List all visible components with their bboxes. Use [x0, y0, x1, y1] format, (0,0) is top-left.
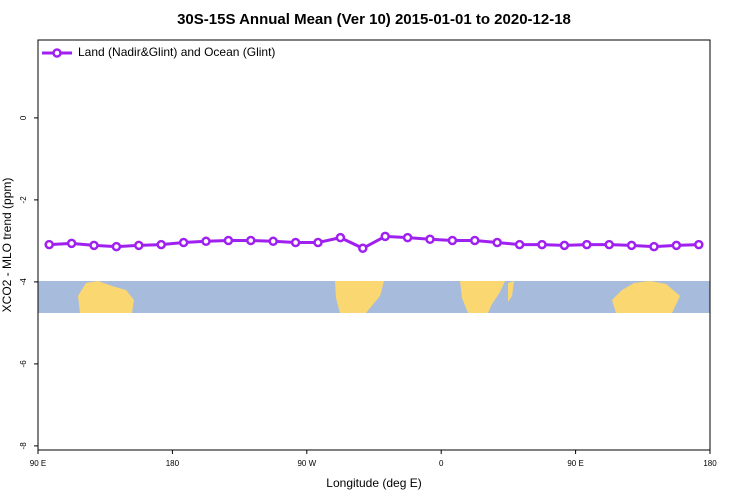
data-point	[335, 232, 346, 243]
y-tick-label: 0	[19, 115, 28, 120]
data-point	[694, 239, 704, 250]
x-tick-label: 180	[166, 459, 180, 468]
data-point	[626, 240, 637, 251]
data-point	[66, 238, 77, 249]
data-point	[492, 237, 502, 248]
data-point	[380, 231, 390, 242]
data-point	[470, 235, 480, 246]
x-tick-label: 90 E	[30, 459, 46, 468]
data-point	[201, 236, 211, 247]
data-point	[537, 239, 547, 250]
x-axis-label: Longitude (deg E)	[326, 476, 421, 490]
data-point	[649, 241, 659, 252]
data-point	[246, 235, 256, 246]
data-point	[358, 243, 368, 254]
data-point	[156, 239, 166, 250]
data-point	[268, 236, 278, 247]
y-tick-label: -6	[19, 360, 28, 368]
plot-frame	[37, 39, 711, 451]
map-strip	[38, 281, 710, 313]
data-point	[89, 240, 99, 251]
x-tick-label: 0	[439, 459, 444, 468]
x-tick-label: 180	[703, 459, 717, 468]
legend-label: Land (Nadir&Glint) and Ocean (Glint)	[78, 45, 275, 59]
data-point	[111, 241, 122, 252]
data-point	[671, 240, 682, 251]
chart-title: 30S-15S Annual Mean (Ver 10) 2015-01-01 …	[177, 11, 571, 28]
data-point	[604, 239, 614, 250]
x-tick-label: 90 W	[297, 459, 316, 468]
legend-marker	[52, 48, 62, 58]
y-tick-label: -4	[19, 278, 28, 286]
data-point	[290, 237, 301, 248]
data-point	[313, 237, 323, 248]
data-point	[582, 239, 592, 250]
data-point	[559, 240, 570, 251]
data-point	[178, 237, 189, 248]
y-axis-label: XCO2 - MLO trend (ppm)	[0, 178, 14, 313]
series-line	[49, 234, 699, 250]
data-point	[447, 235, 458, 246]
data-point	[134, 240, 144, 251]
y-tick-label: -2	[19, 196, 28, 204]
data-point	[514, 239, 525, 250]
data-point	[425, 234, 435, 245]
data-point	[44, 239, 54, 250]
x-tick-label: 90 E	[567, 459, 583, 468]
data-point	[223, 235, 234, 246]
data-point	[402, 232, 413, 243]
y-tick-label: -8	[19, 442, 28, 450]
